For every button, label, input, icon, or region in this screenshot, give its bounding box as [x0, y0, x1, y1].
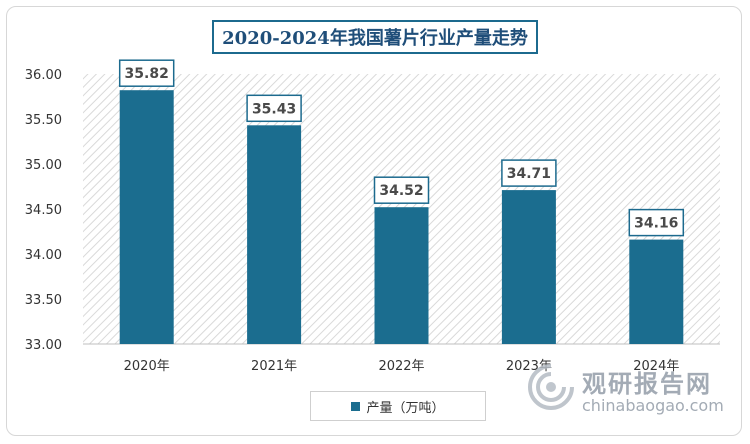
bar — [374, 207, 429, 344]
bar — [247, 125, 302, 344]
data-label: 34.16 — [634, 216, 678, 232]
y-tick-label: 35.00 — [25, 158, 62, 173]
data-label-box — [246, 94, 302, 123]
data-label-box — [628, 208, 685, 237]
x-tick-label: 2020年 — [124, 359, 170, 374]
y-tick-label: 36.00 — [25, 68, 62, 83]
data-labels-group: 35.82 35.43 34.52 34.71 34.16 — [118, 59, 685, 237]
legend-swatch — [351, 401, 361, 411]
watermark: 观研报告网 chinabaogao.com — [524, 360, 734, 420]
watermark-logo — [528, 364, 574, 410]
bars-group — [119, 90, 684, 344]
data-label-box — [501, 159, 557, 187]
data-label-box — [373, 176, 430, 204]
x-tick-label: 2024年 — [633, 359, 679, 374]
legend: 产量（万吨） — [310, 391, 486, 421]
y-tick-label: 34.00 — [25, 248, 62, 263]
bar — [119, 90, 174, 344]
x-tick-label: 2021年 — [251, 359, 297, 374]
bar — [501, 190, 556, 344]
data-label-box — [118, 59, 175, 87]
data-label: 34.71 — [507, 166, 551, 182]
y-tick-label: 34.50 — [25, 203, 62, 218]
x-tick-label: 2022年 — [378, 359, 424, 374]
watermark-text-en: chinabaogao.com — [582, 396, 724, 415]
data-label: 34.52 — [379, 183, 423, 199]
y-axis-ticks: 36.00 35.50 35.00 34.50 34.00 33.50 33.00 — [25, 68, 62, 353]
y-tick-label: 33.50 — [25, 293, 62, 308]
legend-label: 产量（万吨） — [366, 400, 445, 416]
watermark-text-cn: 观研报告网 — [582, 370, 712, 398]
y-tick-label: 35.50 — [25, 113, 62, 128]
y-tick-label: 33.00 — [25, 338, 62, 353]
data-label: 35.82 — [125, 66, 169, 82]
bar — [629, 239, 684, 344]
data-label: 35.43 — [252, 101, 296, 117]
chart-title: 2020-2024年我国薯片行业产量走势 — [212, 20, 538, 54]
